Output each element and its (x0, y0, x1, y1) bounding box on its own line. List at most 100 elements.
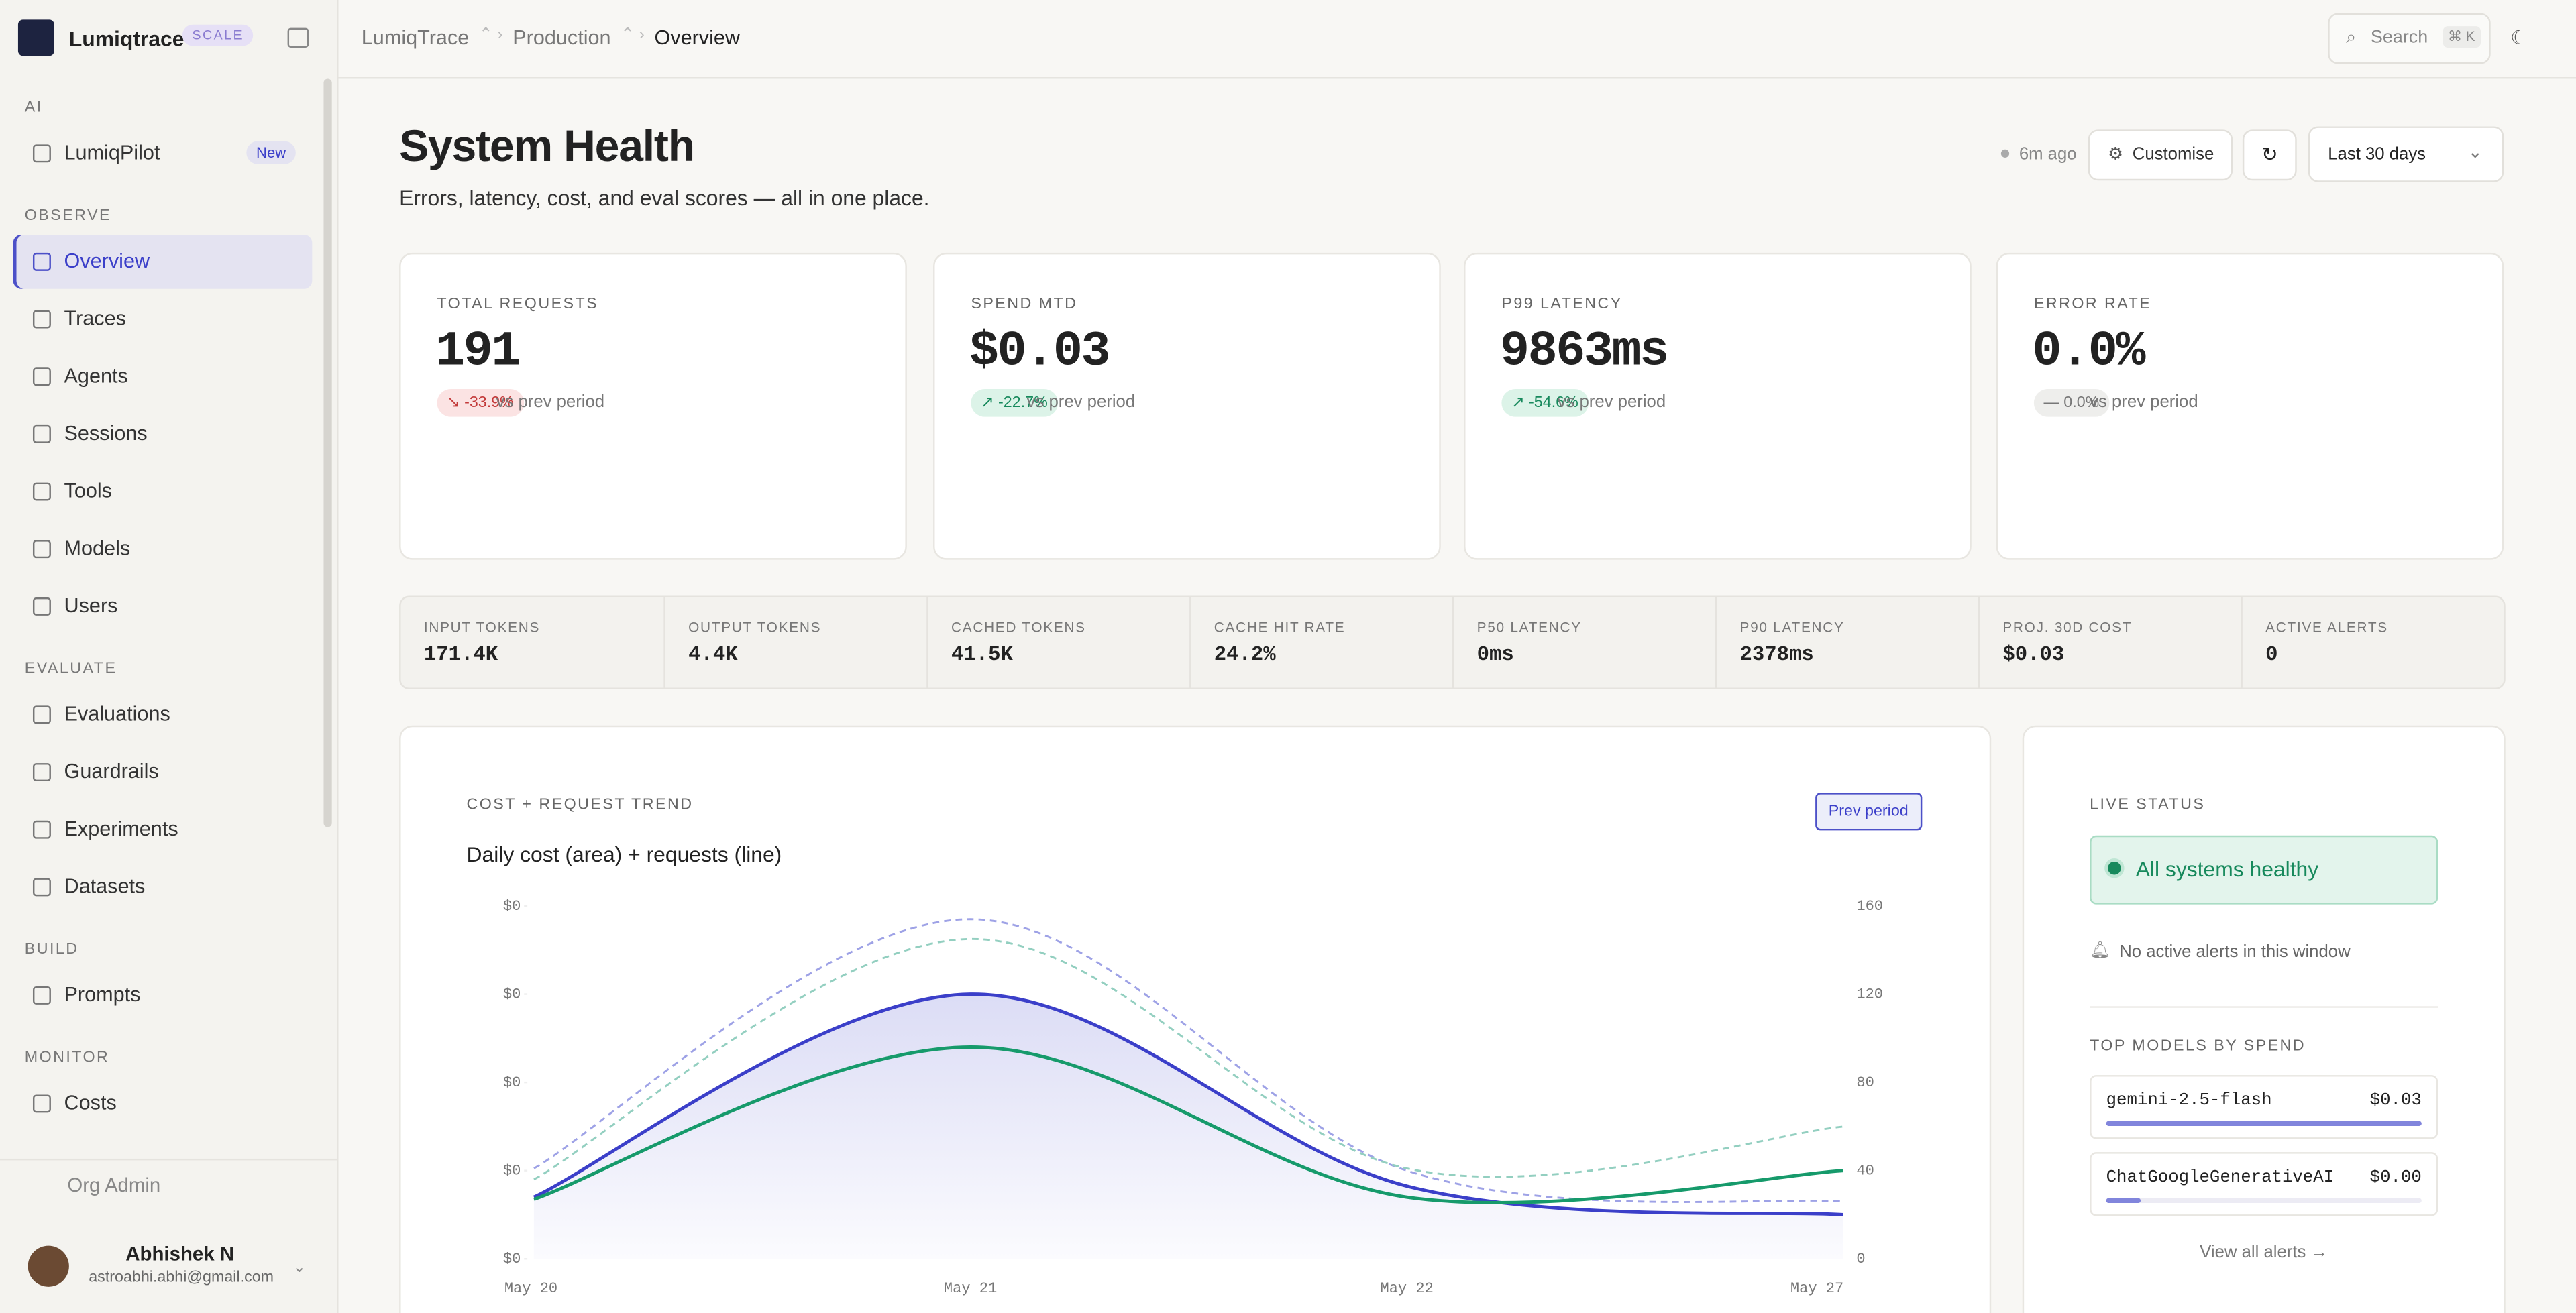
kpi-note: vs prev period (1026, 392, 1136, 412)
live-card: LIVE STATUS All systems healthy 🔔︎ No ac… (2022, 725, 2506, 1313)
x-tick-label: May 21 (944, 1280, 997, 1297)
nav-item[interactable]: Agents (13, 349, 313, 404)
nav-section: BUILD (24, 940, 79, 959)
series-line (533, 1045, 1843, 1204)
nav-icon (32, 597, 51, 616)
nav-label: Tools (64, 479, 112, 502)
kpi-card: TOTAL REQUESTS 191 ↘ -33.9% vs prev period (399, 252, 907, 560)
bell-icon: 🔔︎ (2090, 941, 2111, 960)
y2-tick-label: 0 (1856, 1251, 1865, 1267)
plan-badge: SCALE (182, 24, 254, 46)
nav-item[interactable]: Experiments (13, 803, 313, 857)
nav-item[interactable]: Tools (13, 465, 313, 519)
breadcrumbs: LumiqTrace ⌃ › Production ⌃ › Overview (362, 26, 740, 49)
divider (2090, 1006, 2438, 1008)
collapse-button[interactable] (287, 27, 309, 48)
breadcrumb[interactable]: LumiqTrace (361, 26, 470, 50)
stat-value: 4.4K (688, 643, 738, 667)
stat-label: P50 LATENCY (1477, 618, 1582, 636)
nav-item[interactable]: Overview (13, 234, 313, 289)
y2-tick-label: 40 (1856, 1162, 1874, 1179)
x-tick-label: May 27 (1790, 1280, 1843, 1297)
nav-item[interactable]: Datasets (13, 860, 313, 914)
stat: P90 LATENCY 2378ms (1715, 597, 1980, 688)
kpi-card: ERROR RATE 0.0% — 0.0% vs prev period (1996, 252, 2504, 560)
user-menu[interactable]: ⌄ (292, 1259, 307, 1277)
nav-item[interactable]: LumiqPilot New (13, 126, 313, 180)
search-label: Search (2370, 27, 2428, 48)
delta-icon: ↘ (447, 394, 465, 412)
breadcrumb[interactable]: Overview (654, 26, 741, 50)
nav-item[interactable]: Costs (13, 1077, 313, 1131)
kpi-card: P99 LATENCY 9863ms ↗ -54.6% vs prev period (1464, 252, 1972, 560)
view-alerts-link[interactable]: View all alerts → (2200, 1242, 2328, 1263)
share-bar (2106, 1121, 2422, 1126)
kpi-value: 9863ms (1499, 325, 1669, 381)
customise-button[interactable]: ⚙ Customise (2088, 129, 2233, 181)
range-label: Last 30 days (2328, 144, 2426, 164)
customise-label: Customise (2132, 144, 2214, 164)
kpi-label: TOTAL REQUESTS (437, 295, 599, 314)
search[interactable]: ⌕ Search ⌘ K (2328, 13, 2491, 64)
stat-value: 0 (2265, 643, 2278, 667)
nav-item[interactable]: Evaluations (13, 688, 313, 742)
model-row: gemini-2.5-flash $0.03 (2090, 1075, 2438, 1139)
breadcrumb[interactable]: Production (513, 26, 611, 50)
logo (17, 19, 54, 56)
stat: ACTIVE ALERTS 0 (2241, 597, 2505, 688)
range-caret: ⌄ (2467, 142, 2483, 163)
nav-label: Guardrails (64, 760, 159, 783)
nav-item[interactable]: Models (13, 522, 313, 576)
nav-label: LumiqPilot (64, 141, 160, 164)
nav-section: AI (24, 98, 43, 117)
stat-value: 2378ms (1739, 643, 1814, 667)
stat-label: OUTPUT TOKENS (688, 618, 822, 636)
nav-icon (32, 1094, 51, 1113)
topbar: LumiqTrace ⌃ › Production ⌃ › Overview ⌕… (337, 0, 2576, 79)
nav-item[interactable]: Users (13, 579, 313, 634)
nav-item[interactable]: Prompts (13, 968, 313, 1023)
model-name: ChatGoogleGenerativeAI (2106, 1168, 2334, 1188)
x-tick-label: May 22 (1381, 1280, 1434, 1297)
kpi-delta: ↘ -33.9% (437, 389, 524, 417)
stats-strip: INPUT TOKENS 171.4K OUTPUT TOKENS 4.4K CACHE… (399, 595, 2506, 689)
stat-value: 171.4K (423, 643, 498, 667)
page-title: System Health (399, 121, 695, 171)
brand: Lumiqtrace (68, 26, 184, 51)
prev-period-line (533, 937, 1843, 1181)
nav-icon (32, 367, 51, 386)
separator: ⌃ › (621, 26, 645, 45)
nav-item[interactable]: Guardrails (13, 745, 313, 799)
kpi-value: $0.03 (969, 325, 1111, 381)
status-indicator (2108, 861, 2121, 875)
kpi-value: 0.0% (2032, 325, 2145, 381)
page-subtitle: Errors, latency, cost, and eval scores —… (399, 185, 930, 211)
kpi-note: vs prev period (496, 392, 605, 412)
cost-area (533, 994, 1843, 1259)
prev-period-button[interactable]: Prev period (1815, 793, 1922, 831)
prev-period-line (533, 918, 1843, 1203)
theme-toggle[interactable]: ☾ (2510, 26, 2528, 50)
stat: CACHED TOKENS 41.5K (926, 597, 1191, 688)
stat-value: $0.03 (2002, 643, 2065, 667)
nav-item[interactable]: Traces (13, 292, 313, 347)
org-admin[interactable]: Org Admin (67, 1173, 161, 1197)
customise-icon: ⚙ (2108, 144, 2124, 164)
range-select[interactable]: Last 30 days ⌄ (2308, 126, 2504, 182)
nav-label: Costs (64, 1091, 117, 1115)
nav-item[interactable]: Sessions (13, 407, 313, 461)
stat-value: 24.2% (1214, 643, 1276, 667)
link-text[interactable]: View all alerts (2200, 1242, 2306, 1263)
stat: P50 LATENCY 0ms (1452, 597, 1717, 688)
nav-icon (32, 986, 51, 1005)
delta-value: -22.7% (998, 394, 1048, 412)
stat: INPUT TOKENS 171.4K (401, 597, 664, 688)
delta-value: 0.0% (2063, 394, 2100, 412)
share-bar (2106, 1198, 2141, 1204)
stat-value: 41.5K (951, 643, 1013, 667)
nav-label: Overview (64, 249, 150, 273)
delta-value: -54.6% (1529, 394, 1578, 412)
nav-section: EVALUATE (24, 659, 117, 678)
refresh-button[interactable]: ↻ (2242, 129, 2297, 181)
